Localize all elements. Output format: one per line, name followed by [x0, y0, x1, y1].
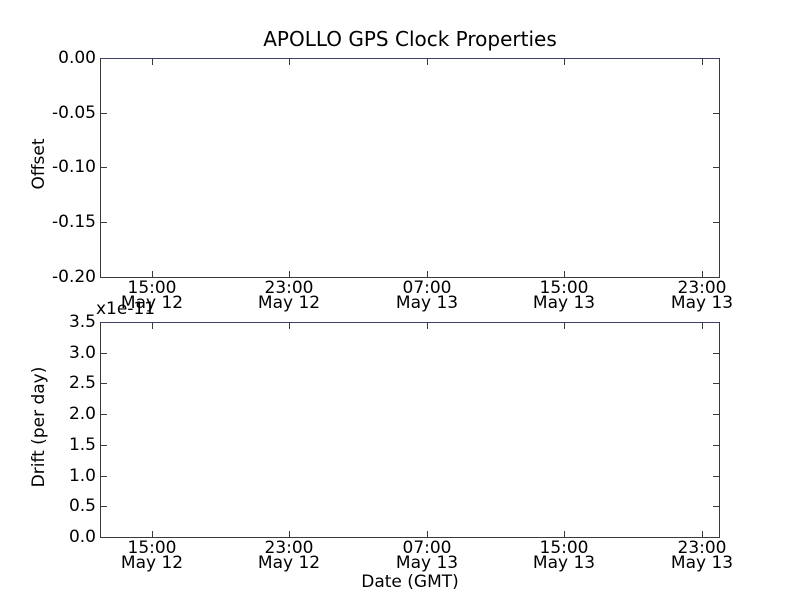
x-tick-date: May 13	[532, 553, 596, 573]
y-axis-label-drift: Drift (per day)	[29, 366, 49, 488]
tick-mark	[702, 323, 703, 329]
y-tick-label: 1.0	[68, 466, 96, 486]
y-tick-label: -0.10	[52, 157, 96, 177]
tick-mark	[427, 271, 428, 277]
x-tick-label: 23:00 May 12	[229, 278, 349, 313]
tick-mark	[713, 476, 719, 477]
x-tick-time: 15:00	[539, 278, 589, 298]
tick-mark	[713, 506, 719, 507]
tick-mark	[564, 59, 565, 65]
tick-mark	[101, 383, 107, 384]
y-tick-label: 0.5	[68, 496, 96, 516]
x-tick-time: 23:00	[677, 278, 727, 298]
y-tick-label: -0.15	[52, 212, 96, 232]
x-tick-label: 23:00 May 12	[229, 538, 349, 573]
y-axis-label-offset: Offset	[29, 138, 49, 190]
tick-mark	[289, 271, 290, 277]
tick-mark	[427, 59, 428, 65]
tick-mark	[101, 445, 107, 446]
y-tick-label: -0.20	[52, 267, 96, 287]
drift-plot-area	[100, 322, 720, 538]
tick-mark	[101, 414, 107, 415]
x-tick-date: May 13	[670, 553, 734, 573]
offset-plot-area	[100, 58, 720, 278]
x-tick-label: 15:00 May 13	[504, 538, 624, 573]
tick-mark	[101, 167, 107, 168]
x-tick-label: 23:00 May 13	[642, 278, 762, 313]
tick-mark	[101, 476, 107, 477]
x-tick-date: May 13	[395, 293, 459, 313]
tick-mark	[713, 222, 719, 223]
x-tick-time: 07:00	[402, 278, 452, 298]
tick-mark	[152, 531, 153, 537]
tick-mark	[564, 323, 565, 329]
tick-mark	[101, 113, 107, 114]
x-tick-date: May 13	[532, 293, 596, 313]
tick-mark	[152, 271, 153, 277]
x-tick-time: 15:00	[127, 278, 177, 298]
x-tick-time: 15:00	[127, 538, 177, 558]
x-tick-label: 23:00 May 13	[642, 538, 762, 573]
tick-mark	[702, 59, 703, 65]
x-tick-label: 07:00 May 13	[367, 278, 487, 313]
tick-mark	[101, 222, 107, 223]
x-tick-label: 15:00 May 12	[92, 278, 212, 313]
tick-mark	[564, 271, 565, 277]
x-tick-label: 15:00 May 12	[92, 538, 212, 573]
y-tick-label: 2.5	[68, 373, 96, 393]
x-axis-label: Date (GMT)	[361, 572, 459, 592]
tick-mark	[289, 59, 290, 65]
x-tick-date: May 12	[120, 553, 184, 573]
tick-mark	[289, 323, 290, 329]
tick-mark	[713, 414, 719, 415]
x-tick-date: May 12	[257, 293, 321, 313]
x-tick-time: 15:00	[539, 538, 589, 558]
y-axis-offset-text: x1e-11	[96, 299, 156, 319]
x-tick-date: May 13	[670, 293, 734, 313]
tick-mark	[289, 531, 290, 537]
tick-mark	[713, 167, 719, 168]
tick-mark	[713, 383, 719, 384]
tick-mark	[427, 323, 428, 329]
x-tick-date: May 12	[120, 293, 184, 313]
x-tick-date: May 12	[257, 553, 321, 573]
x-tick-time: 07:00	[402, 538, 452, 558]
tick-mark	[702, 271, 703, 277]
x-tick-time: 23:00	[264, 538, 314, 558]
chart-title: APOLLO GPS Clock Properties	[263, 27, 557, 51]
x-tick-label: 15:00 May 13	[504, 278, 624, 313]
tick-mark	[152, 323, 153, 329]
tick-mark	[713, 445, 719, 446]
x-tick-time: 23:00	[264, 278, 314, 298]
x-tick-time: 23:00	[677, 538, 727, 558]
y-tick-label: 3.0	[68, 343, 96, 363]
y-tick-label: 3.5	[68, 312, 96, 332]
tick-mark	[564, 531, 565, 537]
tick-mark	[713, 353, 719, 354]
y-tick-label: 0.00	[58, 48, 96, 68]
y-tick-label: 1.5	[68, 435, 96, 455]
tick-mark	[713, 113, 719, 114]
tick-mark	[427, 531, 428, 537]
y-tick-label: 0.0	[68, 527, 96, 547]
tick-mark	[152, 59, 153, 65]
y-tick-label: -0.05	[52, 103, 96, 123]
tick-mark	[101, 506, 107, 507]
x-tick-date: May 13	[395, 553, 459, 573]
y-tick-label: 2.0	[68, 404, 96, 424]
tick-mark	[101, 353, 107, 354]
x-tick-label: 07:00 May 13	[367, 538, 487, 573]
tick-mark	[702, 531, 703, 537]
